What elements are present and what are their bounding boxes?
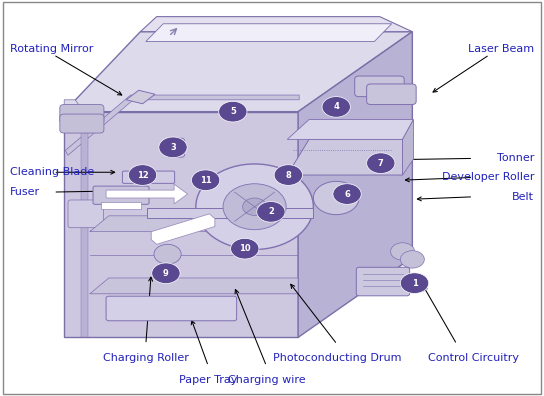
Polygon shape xyxy=(403,120,413,175)
Polygon shape xyxy=(126,90,155,104)
Circle shape xyxy=(219,101,247,122)
FancyBboxPatch shape xyxy=(68,200,103,228)
Polygon shape xyxy=(151,214,215,244)
FancyBboxPatch shape xyxy=(356,267,410,296)
Circle shape xyxy=(257,202,285,222)
Text: 11: 11 xyxy=(200,176,212,185)
Circle shape xyxy=(400,251,424,268)
Text: Fuser: Fuser xyxy=(10,187,40,197)
Circle shape xyxy=(196,164,313,249)
Text: 5: 5 xyxy=(230,107,236,116)
Text: 3: 3 xyxy=(170,143,176,152)
Polygon shape xyxy=(64,112,298,337)
Text: 8: 8 xyxy=(286,171,291,179)
Circle shape xyxy=(152,263,180,284)
Circle shape xyxy=(191,170,220,190)
Text: Developer Roller: Developer Roller xyxy=(442,172,534,183)
FancyBboxPatch shape xyxy=(167,138,184,157)
Polygon shape xyxy=(287,139,403,175)
FancyBboxPatch shape xyxy=(122,171,175,183)
Text: Charging Roller: Charging Roller xyxy=(103,353,189,364)
Circle shape xyxy=(333,184,361,204)
Circle shape xyxy=(159,137,187,158)
Polygon shape xyxy=(64,32,412,112)
FancyBboxPatch shape xyxy=(355,76,404,97)
Polygon shape xyxy=(146,24,392,42)
Text: 6: 6 xyxy=(344,190,350,198)
Text: Cleaning Blade: Cleaning Blade xyxy=(10,167,94,177)
FancyBboxPatch shape xyxy=(93,186,149,204)
Text: Belt: Belt xyxy=(512,192,534,202)
Circle shape xyxy=(243,198,267,215)
Polygon shape xyxy=(106,184,188,204)
Polygon shape xyxy=(65,95,299,155)
Text: 9: 9 xyxy=(163,269,169,278)
Circle shape xyxy=(274,165,302,185)
Text: 1: 1 xyxy=(412,279,417,287)
Text: Paper Tray: Paper Tray xyxy=(179,375,238,385)
Text: 12: 12 xyxy=(137,171,149,179)
Text: Rotating Mirror: Rotating Mirror xyxy=(10,44,93,55)
FancyBboxPatch shape xyxy=(106,296,237,321)
Circle shape xyxy=(322,97,350,117)
FancyBboxPatch shape xyxy=(60,114,104,133)
Polygon shape xyxy=(298,32,412,337)
Text: 4: 4 xyxy=(333,103,339,111)
Circle shape xyxy=(391,243,415,260)
Circle shape xyxy=(313,181,359,215)
Polygon shape xyxy=(147,208,313,218)
Text: Laser Beam: Laser Beam xyxy=(468,44,534,55)
Circle shape xyxy=(223,184,286,230)
Circle shape xyxy=(128,165,157,185)
Polygon shape xyxy=(287,120,413,139)
Circle shape xyxy=(231,238,259,259)
Text: 10: 10 xyxy=(239,244,251,253)
Text: 2: 2 xyxy=(268,208,274,216)
Circle shape xyxy=(400,273,429,293)
Text: 7: 7 xyxy=(378,159,384,168)
Text: Tonner: Tonner xyxy=(497,153,534,164)
Text: Charging wire: Charging wire xyxy=(228,375,305,385)
Polygon shape xyxy=(81,112,88,337)
Polygon shape xyxy=(64,100,81,112)
Polygon shape xyxy=(90,278,298,294)
FancyBboxPatch shape xyxy=(101,202,141,209)
Text: Photoconducting Drum: Photoconducting Drum xyxy=(273,353,401,364)
Polygon shape xyxy=(90,216,298,232)
Circle shape xyxy=(154,244,181,264)
FancyBboxPatch shape xyxy=(367,84,416,105)
Polygon shape xyxy=(140,17,412,32)
Circle shape xyxy=(367,153,395,173)
FancyBboxPatch shape xyxy=(60,105,104,124)
Text: Control Circuitry: Control Circuitry xyxy=(428,353,519,364)
